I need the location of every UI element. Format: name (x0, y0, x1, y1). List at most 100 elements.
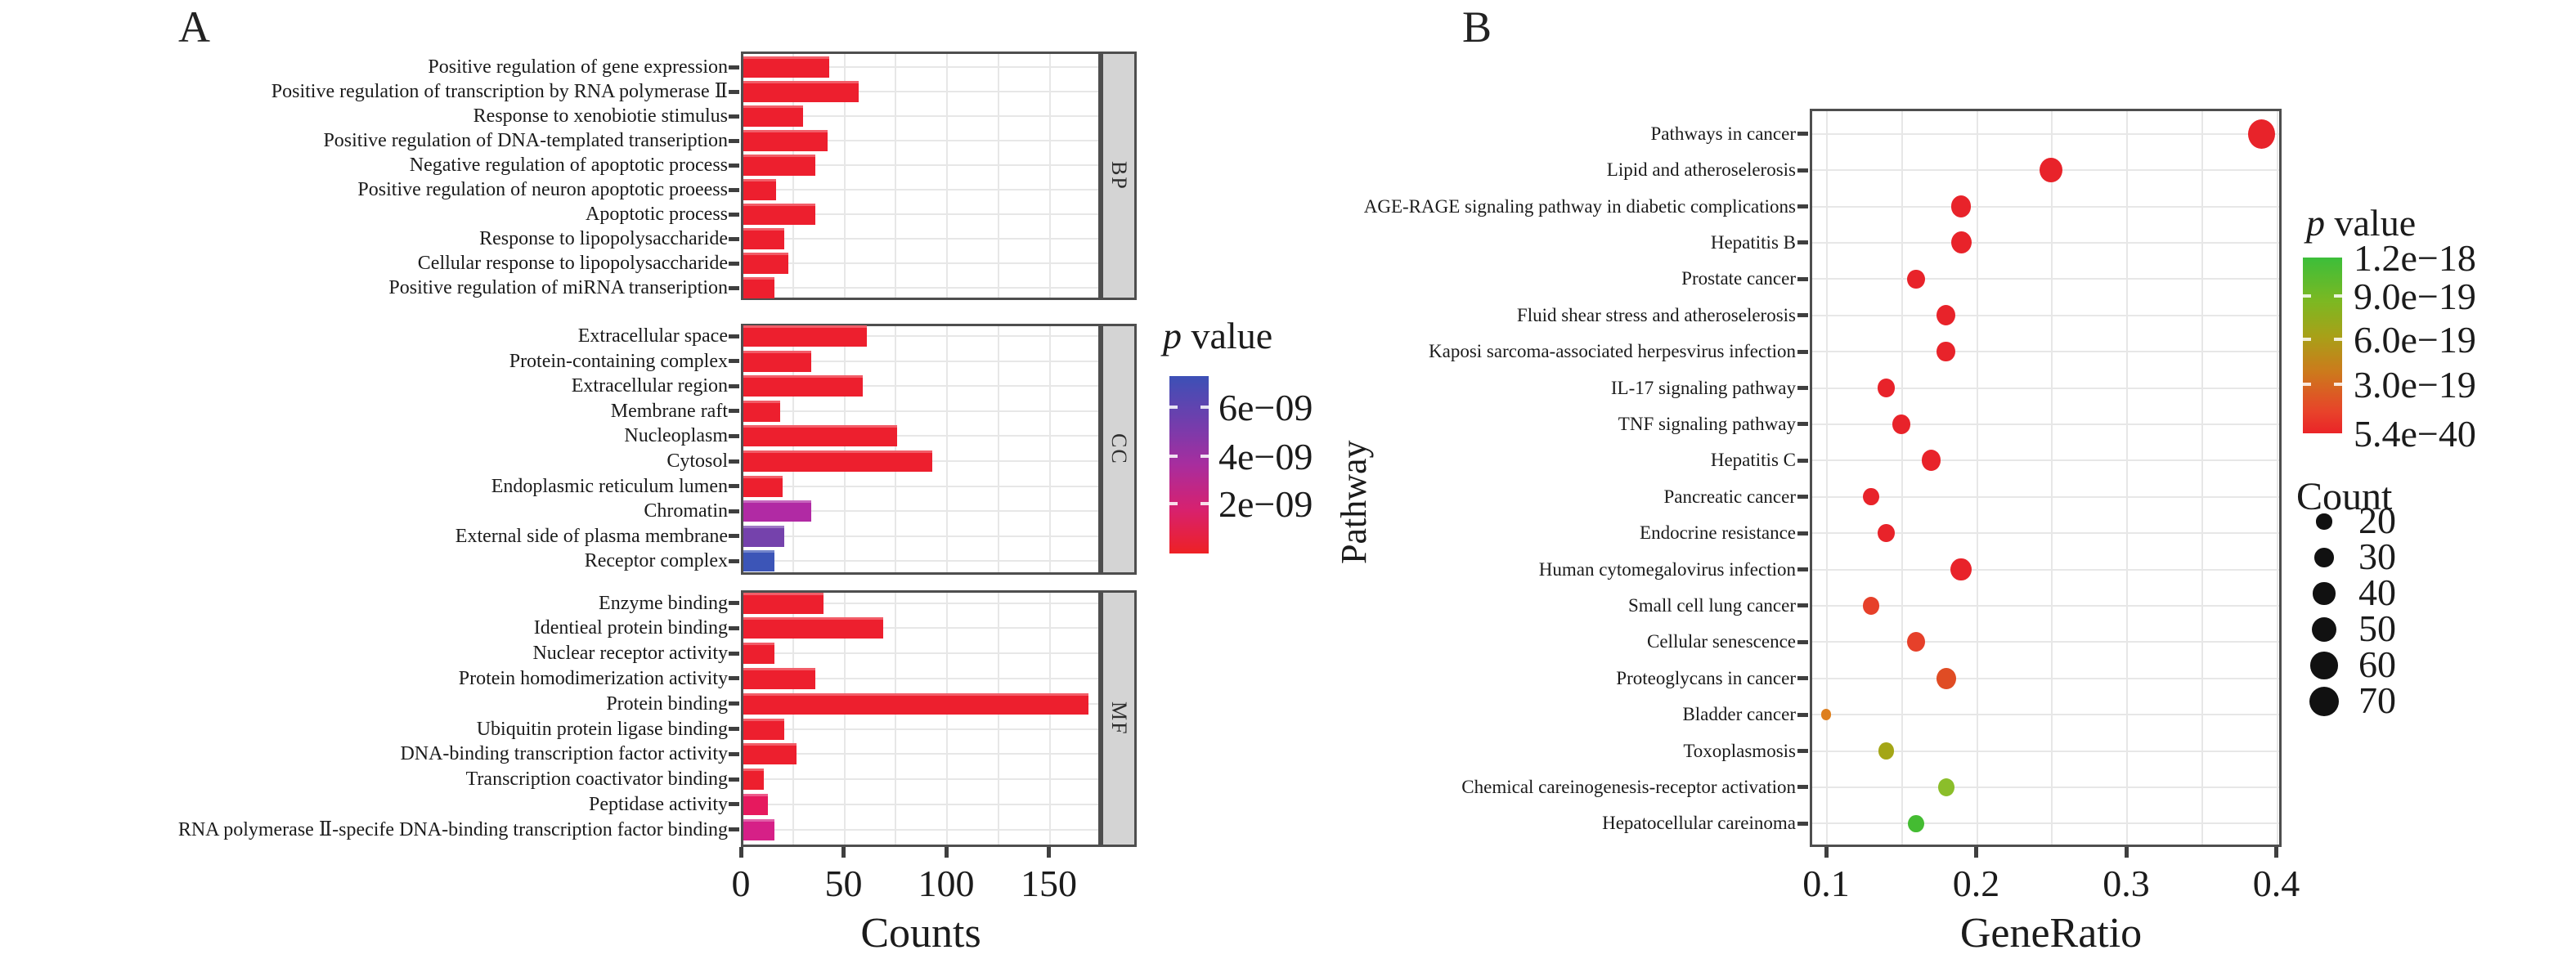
gridline-horizontal (1812, 568, 2279, 571)
go-term-bar (743, 56, 830, 78)
go-term-label: Cellular response to lipopolysaccharide (417, 253, 728, 274)
y-axis-tick (729, 89, 739, 94)
y-axis-tick (729, 236, 739, 241)
gradient-tick-mark (2303, 294, 2311, 298)
pathway-label: Hepatitis B (1710, 231, 1796, 253)
x-axis-tick (2124, 847, 2129, 858)
go-term-bar (743, 105, 803, 127)
gradient-tick-mark (1200, 502, 1209, 506)
pvalue-tick-label: 3.0e−19 (2354, 363, 2476, 406)
facet-strip-mf: MF (1101, 590, 1137, 847)
y-axis-tick (1797, 240, 1808, 245)
gridline-vertical (895, 326, 897, 572)
go-term-bar (743, 818, 774, 840)
go-term-bar (743, 450, 932, 472)
gridline-horizontal (1812, 495, 2279, 498)
pathway-label: Small cell lung cancer (1627, 594, 1796, 616)
y-axis-tick (1797, 785, 1808, 790)
y-axis-tick (1797, 567, 1808, 571)
pvalue-tick-label: 1.2e−18 (2354, 237, 2476, 279)
go-term-label: RNA polymerase Ⅱ-specife DNA-binding tra… (177, 818, 728, 840)
gridline-horizontal (743, 335, 1098, 337)
gridline-horizontal (1812, 205, 2279, 208)
x-axis-tick-label: 0 (731, 863, 751, 904)
go-term-label: Transcription coactivator binding (465, 769, 728, 791)
gradient-tick-mark (1169, 454, 1178, 458)
gridline-vertical (843, 326, 846, 572)
go-term-label: Protein binding (606, 692, 728, 715)
gridline-horizontal (743, 435, 1098, 437)
gridline-vertical (1048, 54, 1051, 298)
gridline-horizontal (743, 189, 1098, 190)
pathway-label: Bladder cancer (1682, 704, 1796, 725)
y-axis-tick (729, 484, 739, 489)
go-term-label: Positive regulation of neuron apoptotic … (357, 179, 728, 200)
gridline-horizontal (1812, 641, 2279, 643)
go-term-bar (743, 692, 1088, 715)
go-term-bar (743, 793, 769, 815)
go-term-bar (743, 375, 863, 397)
y-axis-tick (729, 359, 739, 364)
go-term-label: Nucleoplasm (624, 425, 728, 447)
y-axis-tick (1797, 639, 1808, 644)
pathway-dot (1950, 231, 1972, 254)
go-term-bar (743, 643, 774, 665)
go-term-bar (743, 179, 777, 200)
y-axis-tick (729, 676, 739, 681)
go-term-label: Negative regulation of apoptotic process (409, 155, 728, 176)
count-legend-label: 70 (2358, 679, 2396, 721)
gridline-vertical (1048, 326, 1051, 572)
pvalue-legend-title-a-rest: value (1182, 315, 1273, 356)
gridline-horizontal (743, 803, 1098, 805)
gridline-vertical (997, 54, 999, 298)
pvalue-tick-label: 9.0e−19 (2354, 276, 2476, 318)
y-axis-tick (729, 65, 739, 69)
y-axis-tick (729, 534, 739, 539)
panel-a-label: A (178, 2, 210, 52)
gridline-horizontal (743, 385, 1098, 388)
y-axis-tick (729, 334, 739, 338)
gradient-tick-mark (1200, 454, 1209, 458)
count-legend-dot (2309, 687, 2339, 716)
y-axis-tick (729, 138, 739, 143)
facet-strip-bp: BP (1101, 52, 1137, 300)
facet-strip-label: CC (1107, 433, 1131, 465)
pathway-dot (1892, 415, 1910, 434)
gridline-vertical (946, 54, 948, 298)
pathway-dot (1908, 814, 1924, 832)
gridline-horizontal (743, 410, 1098, 412)
pathway-label: TNF signaling pathway (1618, 413, 1796, 434)
x-axis-tick-label: 150 (1021, 863, 1077, 904)
count-legend-dot (2316, 513, 2332, 530)
go-term-bar (743, 204, 815, 225)
gridline-horizontal (743, 828, 1098, 831)
go-term-bar (743, 325, 867, 347)
go-term-bar (743, 718, 785, 740)
go-term-bar (743, 425, 898, 447)
gridline-horizontal (743, 164, 1098, 166)
y-axis-tick (1797, 313, 1808, 318)
y-axis-tick (729, 777, 739, 782)
pvalue-legend-title-a: p value (1163, 314, 1272, 357)
gridline-horizontal (743, 728, 1098, 730)
go-term-label: Positive regulation of transcription by … (271, 81, 728, 102)
gridline-vertical (792, 54, 794, 298)
gridline-horizontal (1812, 387, 2279, 389)
y-axis-tick (1797, 676, 1808, 681)
gridline-horizontal (1812, 604, 2279, 607)
y-axis-tick (1797, 168, 1808, 173)
go-term-bar (743, 592, 824, 614)
y-axis-tick (729, 827, 739, 832)
gridline-vertical (2201, 111, 2203, 845)
gridline-horizontal (743, 560, 1098, 562)
facet-strip-label: BP (1107, 161, 1131, 190)
go-term-label: Identieal protein binding (533, 617, 728, 639)
pathway-label: Hepatitis C (1710, 450, 1796, 471)
gradient-tick-mark (1200, 405, 1209, 409)
gridline-horizontal (743, 262, 1098, 264)
pvalue-tick-label: 4e−09 (1218, 435, 1313, 477)
gridline-horizontal (743, 238, 1098, 240)
x-axis-tick (841, 847, 846, 858)
pathway-label: Endocrine resistance (1640, 522, 1796, 544)
gridline-vertical (1976, 111, 1978, 845)
